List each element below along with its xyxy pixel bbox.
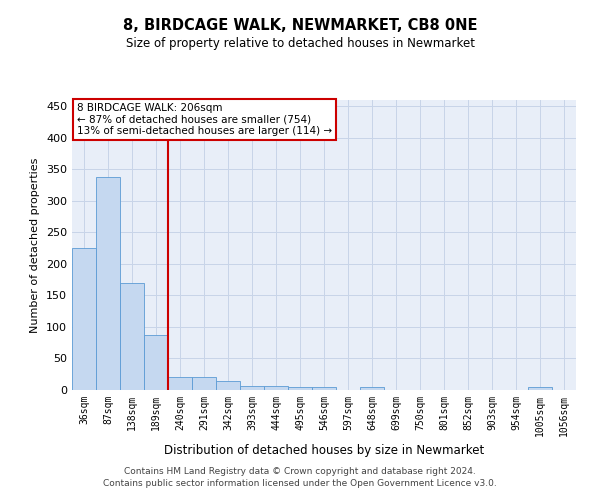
X-axis label: Distribution of detached houses by size in Newmarket: Distribution of detached houses by size … xyxy=(164,444,484,458)
Y-axis label: Number of detached properties: Number of detached properties xyxy=(31,158,40,332)
Bar xyxy=(216,380,240,390)
Text: 8 BIRDCAGE WALK: 206sqm
← 87% of detached houses are smaller (754)
13% of semi-d: 8 BIRDCAGE WALK: 206sqm ← 87% of detache… xyxy=(77,103,332,136)
Bar xyxy=(120,283,144,390)
Bar xyxy=(168,378,192,390)
Bar xyxy=(240,386,264,390)
Bar xyxy=(192,378,216,390)
Bar xyxy=(312,387,336,390)
Bar xyxy=(144,334,168,390)
Bar xyxy=(360,387,384,390)
Bar xyxy=(288,387,312,390)
Bar xyxy=(264,386,288,390)
Text: Size of property relative to detached houses in Newmarket: Size of property relative to detached ho… xyxy=(125,38,475,51)
Text: 8, BIRDCAGE WALK, NEWMARKET, CB8 0NE: 8, BIRDCAGE WALK, NEWMARKET, CB8 0NE xyxy=(123,18,477,32)
Bar xyxy=(72,248,96,390)
Bar xyxy=(528,387,552,390)
Text: Contains HM Land Registry data © Crown copyright and database right 2024.
Contai: Contains HM Land Registry data © Crown c… xyxy=(103,467,497,488)
Bar xyxy=(96,177,120,390)
